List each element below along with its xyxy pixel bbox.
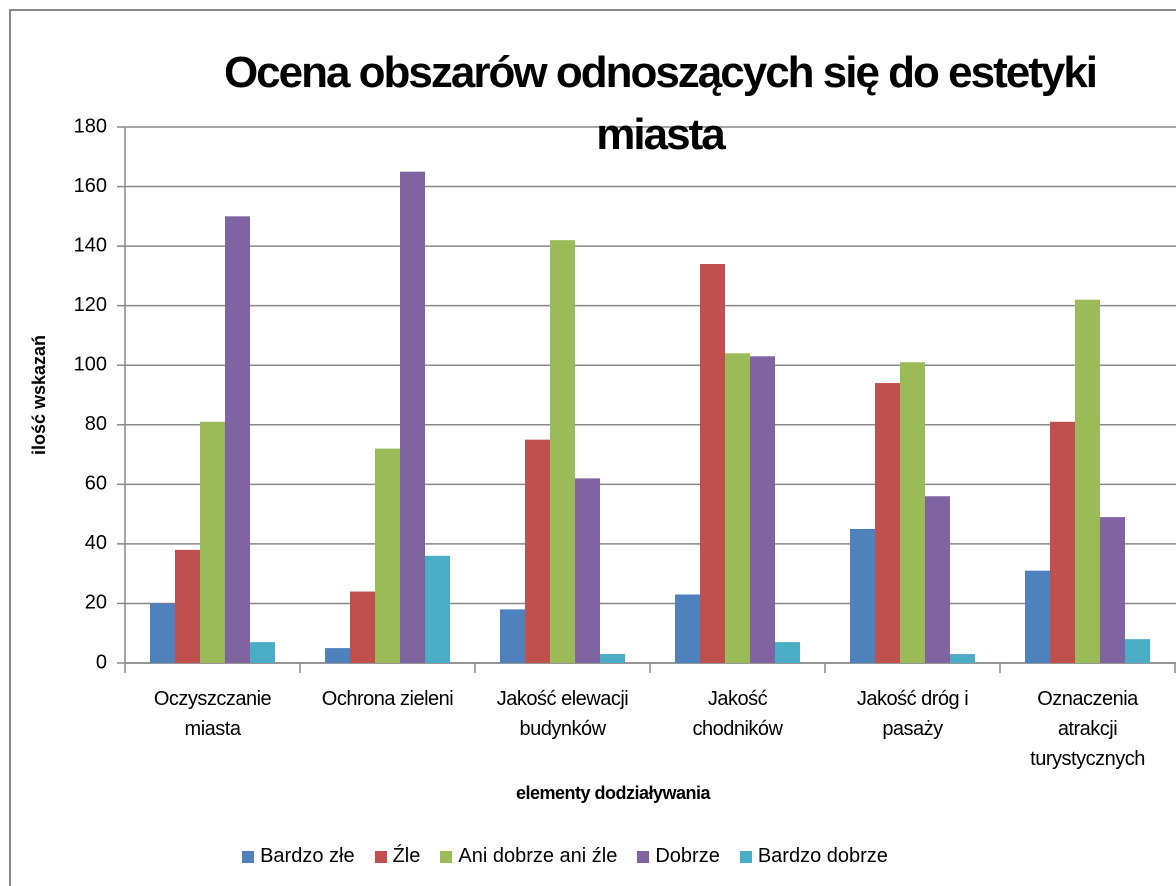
bar: [550, 240, 575, 663]
bar: [1050, 421, 1075, 663]
y-tick-label: 0: [96, 651, 107, 673]
x-tick-label: Jakość dróg i pasaży: [856, 688, 969, 740]
legend-swatch: [637, 850, 650, 863]
bar: [925, 496, 950, 663]
legend-item: Ani dobrze ani źle: [440, 845, 617, 868]
bar: [375, 448, 400, 663]
y-tick-label: 40: [85, 532, 107, 554]
bar: [425, 555, 450, 663]
legend-label: Bardzo dobrze: [757, 845, 888, 867]
bar: [1125, 639, 1150, 663]
legend-swatch: [440, 850, 453, 863]
bar: [350, 591, 375, 663]
chart-frame: [9, 9, 1176, 886]
y-tick-label: 160: [74, 175, 107, 197]
y-tick-label: 100: [74, 354, 107, 376]
y-tick-label: 20: [85, 592, 107, 614]
legend-label: Źle: [392, 845, 421, 867]
bar: [725, 353, 750, 663]
bar: [750, 356, 775, 663]
x-tick-label: Oczyszczanie miasta: [153, 688, 272, 740]
bar: [575, 478, 600, 663]
bar: [500, 609, 525, 663]
legend-swatch: [739, 850, 752, 863]
bar: [225, 216, 250, 664]
y-tick-label: 80: [85, 413, 107, 435]
bar: [325, 648, 350, 663]
legend-swatch: [374, 850, 387, 863]
bar: [775, 642, 800, 663]
x-tick-label: Ochrona zieleni: [321, 688, 454, 710]
chart-title: Ocena obszarów odnoszących się do estety…: [223, 48, 1098, 159]
bar: [1025, 570, 1050, 663]
bar: [150, 603, 175, 663]
bar: [525, 439, 550, 663]
bar: [675, 594, 700, 663]
legend: Bardzo złe Źle Ani dobrze ani źle Dobrze Bar…: [0, 845, 1130, 868]
bar: [250, 642, 275, 663]
legend-item: Bardzo dobrze: [739, 845, 888, 868]
legend-swatch: [242, 850, 255, 863]
y-tick-label: 180: [74, 115, 107, 137]
bar: [900, 362, 925, 663]
bar: [1100, 517, 1125, 663]
y-tick-label: 60: [85, 473, 107, 495]
legend-item: Źle: [374, 845, 421, 868]
bar: [850, 529, 875, 663]
bar: [700, 263, 725, 663]
bar: [1075, 299, 1100, 663]
legend-item: Bardzo złe: [242, 845, 355, 868]
bar: [875, 383, 900, 663]
legend-label: Ani dobrze ani źle: [458, 845, 618, 867]
bar: [600, 654, 625, 663]
x-tick-label: Oznaczenia atrakcji turystycznych: [1030, 688, 1145, 770]
legend-item: Dobrze: [637, 845, 720, 868]
x-tick-label: Jakość chodników: [692, 688, 783, 740]
bar: [175, 549, 200, 663]
bar: [950, 654, 975, 663]
y-tick-label: 140: [74, 234, 107, 256]
y-tick-label: 120: [74, 294, 107, 316]
bar: [400, 171, 425, 663]
legend-label: Bardzo złe: [260, 845, 355, 867]
legend-label: Dobrze: [655, 845, 720, 867]
x-tick-label: Jakość elewacji budynków: [496, 688, 629, 740]
y-axis-label: ilość wskazań: [29, 335, 49, 455]
bar: [200, 421, 225, 663]
x-axis-label: elementy dodziaływania: [515, 783, 711, 803]
